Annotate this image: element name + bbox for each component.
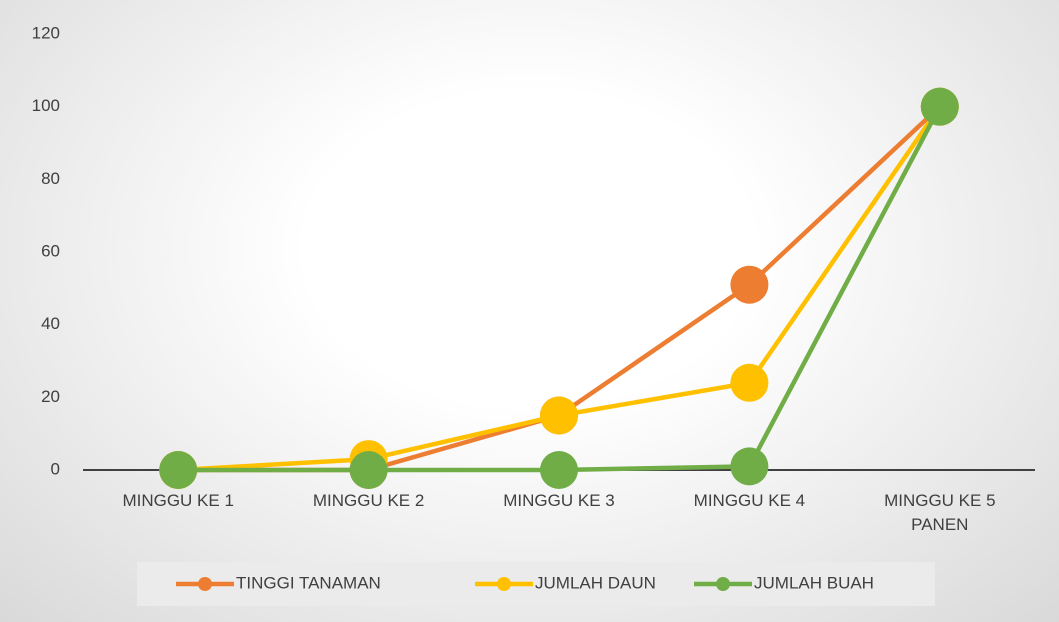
y-tick-label: 40 xyxy=(41,314,60,333)
legend-marker xyxy=(716,577,730,591)
x-tick-label: MINGGU KE 2 xyxy=(312,491,425,510)
marker xyxy=(730,265,769,304)
y-tick-label: 0 xyxy=(51,459,60,478)
marker xyxy=(730,447,769,486)
marker xyxy=(920,87,959,126)
legend xyxy=(137,562,935,606)
legend-label: JUMLAH DAUN xyxy=(535,573,656,592)
y-tick-label: 60 xyxy=(41,241,60,260)
marker xyxy=(730,363,769,402)
x-tick-label: MINGGU KE 1 xyxy=(122,491,234,510)
marker xyxy=(540,451,578,489)
y-tick-label: 100 xyxy=(32,96,60,115)
marker xyxy=(349,451,388,489)
y-tick-label: 20 xyxy=(41,387,60,406)
marker xyxy=(159,451,198,489)
legend-marker xyxy=(497,577,511,591)
x-tick-label: MINGGU KE 3 xyxy=(503,491,615,510)
legend-label: TINGGI TANAMAN xyxy=(236,573,381,592)
y-tick-label: 80 xyxy=(41,169,60,188)
y-tick-label: 120 xyxy=(32,23,60,42)
x-tick-label: MINGGU KE 4 xyxy=(693,491,806,510)
legend-marker xyxy=(198,577,212,591)
marker xyxy=(540,396,578,435)
legend-label: JUMLAH BUAH xyxy=(754,573,874,592)
x-tick-label: MINGGU KE 5 PANEN xyxy=(884,491,996,534)
